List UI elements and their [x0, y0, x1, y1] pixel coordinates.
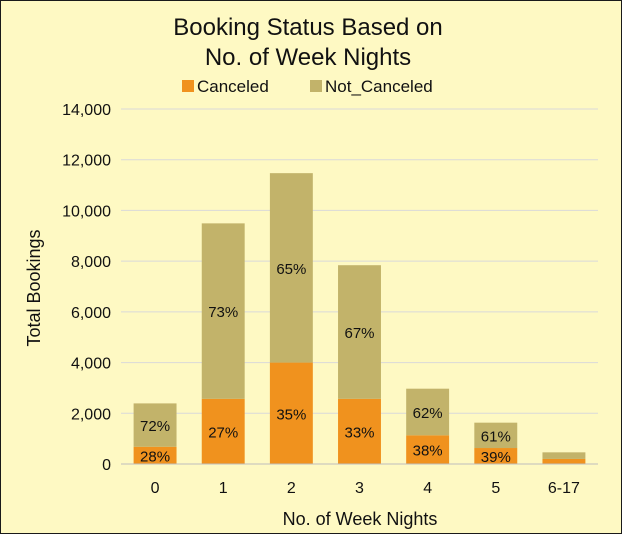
- x-tick-label: 0: [151, 480, 160, 497]
- x-tick-label: 3: [355, 480, 364, 497]
- legend: Canceled Not_Canceled: [182, 77, 433, 96]
- data-label-not-canceled: 62%: [413, 405, 443, 422]
- x-axis-title: No. of Week Nights: [283, 509, 438, 529]
- legend-label-canceled: Canceled: [197, 77, 269, 96]
- data-label-canceled: 28%: [140, 448, 170, 465]
- data-label-not-canceled: 72%: [140, 418, 170, 435]
- data-label-canceled: 38%: [413, 443, 443, 460]
- x-tick-label: 1: [219, 480, 228, 497]
- legend-label-not-canceled: Not_Canceled: [325, 77, 433, 96]
- bar-not-canceled: [406, 388, 450, 436]
- bar-not-canceled: [269, 173, 313, 363]
- data-labels: 28% 72% 27% 73% 35% 65% 33% 67% 38% 62% 39% 61%: [140, 261, 511, 466]
- bar-canceled: [269, 362, 313, 464]
- data-label-canceled: 27%: [208, 424, 238, 441]
- data-label-not-canceled: 61%: [481, 428, 511, 445]
- data-label-not-canceled: 73%: [208, 304, 238, 321]
- data-label-canceled: 33%: [344, 424, 374, 441]
- x-tick-label: 4: [423, 480, 432, 497]
- x-tick-label: 6-17: [548, 480, 580, 497]
- data-label-canceled: 39%: [481, 449, 511, 466]
- bar-canceled: [474, 448, 518, 464]
- legend-swatch-not-canceled: [310, 80, 322, 92]
- bar-not-canceled: [542, 452, 586, 459]
- bar-canceled: [542, 458, 586, 464]
- bar-canceled: [406, 435, 450, 464]
- bar-not-canceled: [338, 265, 381, 399]
- y-tick-label: 0: [102, 457, 111, 474]
- bars: [133, 173, 586, 464]
- bar-canceled: [133, 446, 177, 464]
- y-tick-label: 14,000: [62, 102, 111, 119]
- y-tick-labels: 0 2,000 4,000 6,000 8,000 10,000 12,000 14,000: [62, 102, 111, 474]
- chart-title-line-1: Booking Status Based on: [173, 14, 443, 41]
- x-tick-label: 2: [287, 480, 296, 497]
- legend-swatch-canceled: [182, 80, 194, 92]
- y-tick-label: 4,000: [71, 356, 111, 373]
- x-tick-label: 5: [491, 480, 500, 497]
- chart-title-line-2: No. of Week Nights: [205, 44, 411, 71]
- bar-canceled: [201, 398, 245, 464]
- data-label-not-canceled: 67%: [344, 325, 374, 342]
- data-label-canceled: 35%: [276, 406, 306, 423]
- bar-not-canceled: [133, 403, 177, 447]
- y-tick-label: 2,000: [71, 406, 111, 423]
- bar-canceled: [338, 398, 381, 464]
- x-tick-labels: 0 1 2 3 4 5 6-17: [151, 480, 580, 497]
- bar-not-canceled: [474, 422, 518, 449]
- y-tick-label: 8,000: [71, 254, 111, 271]
- y-tick-label: 6,000: [71, 305, 111, 322]
- bar-not-canceled: [201, 223, 245, 399]
- data-label-not-canceled: 65%: [276, 261, 306, 278]
- y-tick-label: 10,000: [62, 203, 111, 220]
- y-tick-label: 12,000: [62, 153, 111, 170]
- y-axis-title: Total Bookings: [24, 229, 44, 346]
